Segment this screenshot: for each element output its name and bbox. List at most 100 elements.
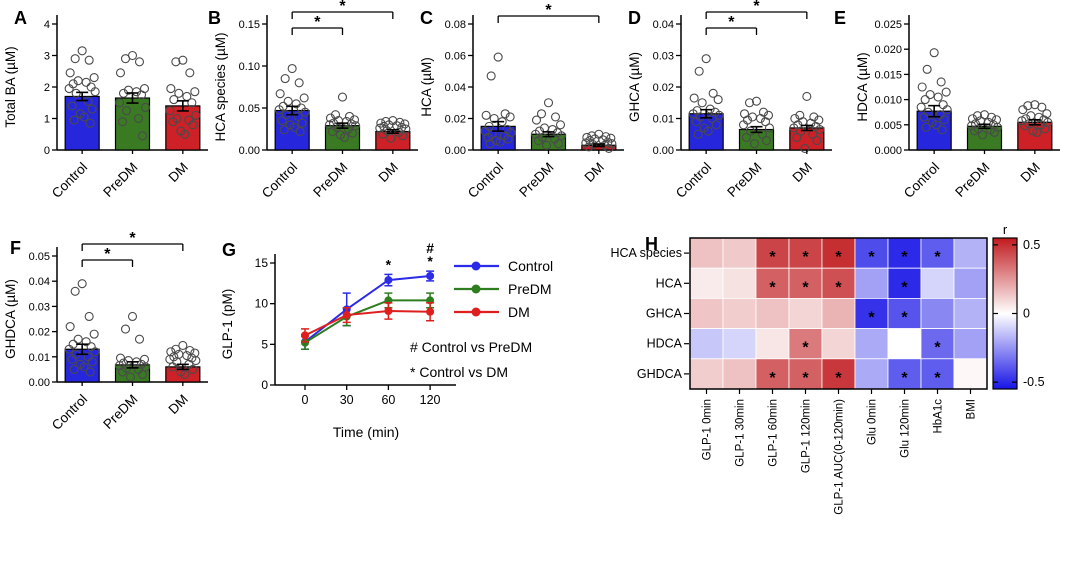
data-point (117, 367, 128, 377)
y-tick-label: 0 (261, 378, 268, 392)
sig-star: * (129, 230, 136, 247)
y-tick-label: 0.015 (874, 69, 902, 81)
data-point (713, 95, 723, 105)
data-point (1028, 126, 1038, 136)
data-point (77, 46, 87, 56)
heatmap-cell (887, 298, 922, 330)
data-point (489, 113, 499, 124)
data-point (187, 98, 197, 108)
data-point (761, 136, 772, 146)
data-point (330, 110, 341, 120)
heatmap-row-label: HDCA (647, 337, 683, 351)
heatmap-cell (689, 358, 724, 390)
data-point (533, 136, 544, 146)
heatmap-cell (920, 267, 955, 299)
data-point (279, 125, 289, 135)
bar-predm (114, 97, 151, 151)
y-tick-label: 0.025 (874, 19, 902, 31)
data-point (125, 372, 136, 382)
heatmap-cell (689, 267, 724, 299)
heatmap-cell (854, 358, 889, 390)
data-point (191, 110, 201, 120)
heatmap-star: * (934, 249, 941, 266)
panel-g-letter: G (222, 240, 237, 260)
data-point (603, 137, 613, 147)
heatmap-cell (887, 267, 922, 299)
heatmap-cell (854, 237, 889, 269)
data-point (84, 311, 94, 322)
heatmap-star: * (901, 370, 908, 387)
y-tick-label: 0.00 (239, 145, 260, 157)
x-tick-label: 60 (381, 393, 395, 407)
data-point (67, 354, 77, 364)
data-point (701, 54, 711, 64)
heatmap-row-label: HCA species (610, 246, 682, 260)
sig-star: * (104, 246, 111, 263)
data-point (168, 117, 178, 127)
heatmap-star: * (934, 340, 941, 357)
legend-marker (471, 261, 481, 271)
y-tick-label: 4 (44, 19, 50, 31)
data-point (337, 92, 348, 102)
data-point (140, 102, 151, 113)
data-point (922, 64, 932, 74)
y-tick-label: 0.04 (653, 19, 674, 31)
data-point (180, 369, 190, 379)
data-point (299, 93, 309, 103)
heatmap-col-label: GLP-1 120min (801, 399, 813, 473)
data-point (274, 105, 284, 115)
y-tick-label: 0.01 (29, 352, 50, 364)
x-category-label: PreDM (724, 160, 764, 200)
y-tick-label: 0.10 (239, 61, 260, 73)
series-line-predm (304, 299, 431, 344)
sig-star: * (728, 14, 735, 31)
heatmap-star: * (802, 249, 809, 266)
heatmap-star: * (868, 249, 875, 266)
panel-d-chart: 0.00 0.01 0.02 0.03 0.04 GHCA (µM) Control PreD… (627, 0, 832, 201)
data-point (531, 115, 542, 125)
y-axis-label: HCA (µM) (419, 57, 434, 117)
data-point (81, 77, 91, 87)
data-point (133, 113, 144, 124)
x-category-label: Control (49, 392, 90, 433)
data-point (1032, 127, 1042, 137)
panel-e-letter: E (834, 8, 847, 28)
heatmap-cell (722, 298, 757, 330)
data-point (178, 340, 188, 351)
panel-a-letter: A (14, 8, 27, 28)
heatmap-cell (722, 328, 757, 360)
x-category-label: Control (49, 160, 90, 201)
data-point (751, 96, 762, 106)
y-tick-label: 0.01 (653, 114, 674, 126)
data-point (64, 84, 74, 94)
data-point (749, 139, 760, 149)
data-point (300, 107, 310, 117)
legend-marker (471, 284, 481, 294)
heatmap-cell (722, 267, 757, 299)
data-point (339, 132, 350, 142)
data-point (287, 63, 297, 74)
heatmap-cell (920, 298, 955, 330)
data-point (180, 129, 190, 139)
data-point (536, 109, 547, 119)
x-category-label: PreDM (100, 392, 140, 432)
y-tick-label: 0.020 (874, 44, 902, 56)
y-tick-label: 1 (44, 114, 50, 126)
heatmap-col-label: GLP-1 60min (768, 399, 780, 467)
data-point (68, 339, 78, 349)
series-marker (426, 272, 435, 281)
data-point (500, 109, 510, 119)
y-tick-label: 10 (255, 297, 269, 311)
data-point (689, 93, 699, 103)
heatmap-star: * (835, 279, 842, 296)
y-tick-label: 3 (44, 51, 50, 63)
data-point (277, 116, 287, 126)
data-point (89, 73, 99, 83)
series-marker (342, 311, 351, 320)
panel-c-chart: 0.00 0.02 0.04 0.06 0.08 HCA (µM) Control PreDM… (419, 2, 624, 201)
series-marker (301, 331, 309, 340)
y-tick-label: 0.06 (445, 51, 466, 63)
heatmap-cell (689, 328, 724, 360)
data-point (280, 74, 290, 84)
